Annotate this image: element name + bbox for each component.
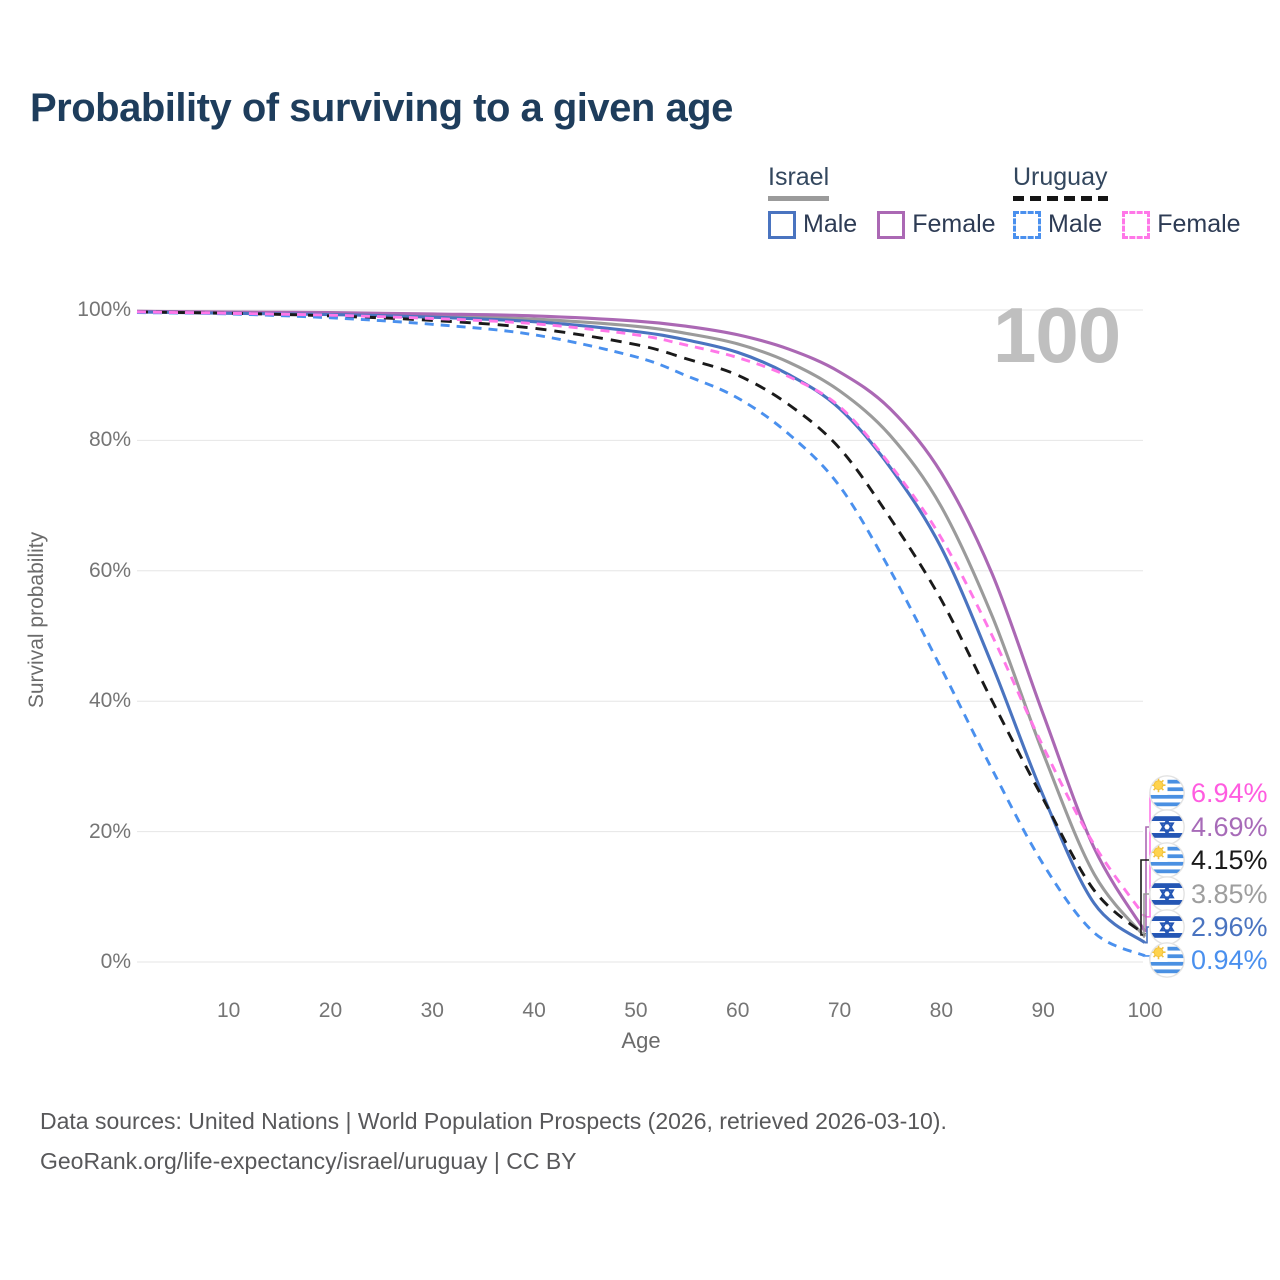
uruguay-flag-icon bbox=[1149, 775, 1185, 811]
legend-group-uruguay: Uruguay Male Female bbox=[1013, 163, 1241, 239]
y-tick-label-100: 100% bbox=[77, 298, 131, 321]
y-tick-label-40: 40% bbox=[88, 689, 131, 713]
x-tick-label-20: 20 bbox=[318, 999, 343, 1022]
end-value-israel: 3.85% bbox=[1191, 878, 1268, 909]
legend-item-uruguay-female[interactable]: Female bbox=[1122, 210, 1241, 239]
end-value-uruguay: 4.15% bbox=[1191, 844, 1268, 875]
x-tick-label-50: 50 bbox=[624, 999, 648, 1022]
footer-license-line: GeoRank.org/life-expectancy/israel/urugu… bbox=[40, 1148, 577, 1174]
legend-label: Female bbox=[1157, 210, 1241, 238]
end-value-uruguay-male: 0.94% bbox=[1191, 944, 1268, 975]
x-tick-label-70: 70 bbox=[827, 999, 852, 1022]
leader-line-israel bbox=[1143, 893, 1153, 938]
uruguay-flag-icon bbox=[1149, 842, 1185, 878]
uruguay-flag-icon bbox=[1149, 942, 1185, 978]
legend-swatch-israel-male bbox=[768, 210, 796, 239]
y-tick-label-0: 0% bbox=[100, 950, 131, 973]
x-tick-label-40: 40 bbox=[522, 999, 546, 1022]
series-line-uruguay-male[interactable] bbox=[136, 311, 1146, 958]
legend-item-israel-male[interactable]: Male bbox=[768, 210, 857, 239]
series-line-israel-male[interactable] bbox=[136, 310, 1146, 944]
x-tick-label-30: 30 bbox=[420, 999, 444, 1022]
end-label-israel-female: 4.69% bbox=[1148, 809, 1268, 845]
end-label-uruguay-male: 0.94% bbox=[1148, 942, 1268, 978]
x-tick-label-80: 80 bbox=[929, 999, 954, 1022]
legend-item-israel-female[interactable]: Female bbox=[877, 210, 996, 239]
series-line-israel-female[interactable] bbox=[136, 309, 1147, 933]
end-value-uruguay-female: 6.94% bbox=[1191, 777, 1268, 808]
legend-label: Male bbox=[803, 210, 858, 238]
end-label-uruguay: 4.15% bbox=[1148, 842, 1268, 878]
x-tick-label-100: 100 bbox=[1127, 999, 1163, 1022]
legend-label: Female bbox=[912, 210, 996, 238]
legend-country-israel[interactable]: Israel bbox=[768, 163, 830, 201]
legend-swatch-uruguay-male bbox=[1013, 210, 1041, 239]
y-tick-label-20: 20% bbox=[88, 819, 131, 843]
israel-flag-icon bbox=[1149, 809, 1185, 845]
page-title: Probability of surviving to a given age bbox=[30, 86, 733, 130]
x-axis-title: Age bbox=[621, 1028, 661, 1053]
x-tick-label-60: 60 bbox=[726, 999, 750, 1022]
series-line-israel[interactable] bbox=[136, 309, 1147, 938]
hover-age-watermark: 100 bbox=[993, 291, 1121, 379]
end-value-israel-male: 2.96% bbox=[1191, 911, 1268, 942]
end-label-israel: 3.85% bbox=[1148, 876, 1268, 912]
footer-source-line: Data sources: United Nations | World Pop… bbox=[40, 1108, 947, 1134]
end-label-israel-male: 2.96% bbox=[1148, 909, 1268, 945]
legend-group-israel: Israel Male Female bbox=[768, 163, 996, 239]
x-tick-label-90: 90 bbox=[1031, 999, 1055, 1022]
israel-flag-icon bbox=[1149, 909, 1185, 945]
series-line-uruguay-female[interactable] bbox=[136, 310, 1147, 918]
leader-line-uruguay bbox=[1140, 859, 1153, 936]
legend-swatch-uruguay-female bbox=[1122, 210, 1151, 239]
legend-label: Male bbox=[1048, 210, 1103, 238]
end-value-israel-female: 4.69% bbox=[1191, 811, 1268, 842]
end-label-uruguay-female: 6.94% bbox=[1148, 775, 1268, 811]
legend-country-uruguay[interactable]: Uruguay bbox=[1013, 163, 1108, 201]
x-tick-label-10: 10 bbox=[216, 999, 241, 1022]
israel-flag-icon bbox=[1149, 876, 1185, 912]
legend-item-uruguay-male[interactable]: Male bbox=[1013, 210, 1102, 239]
legend-underline-dashed bbox=[1013, 196, 1108, 201]
legend-underline-solid bbox=[768, 196, 830, 201]
y-tick-label-60: 60% bbox=[88, 558, 131, 582]
y-tick-label-80: 80% bbox=[88, 428, 131, 452]
legend-swatch-israel-female bbox=[877, 210, 906, 239]
